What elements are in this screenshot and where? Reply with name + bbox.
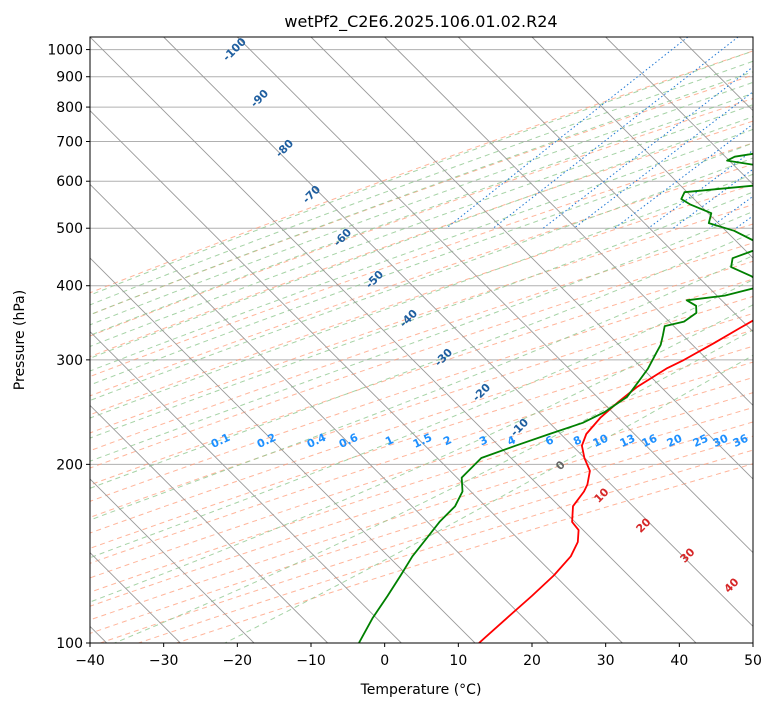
y-tick-label: 100: [56, 636, 83, 652]
y-tick-label: 500: [56, 221, 83, 237]
y-tick-label: 200: [56, 457, 83, 473]
y-tick-label: 900: [56, 70, 83, 86]
y-axis-label: Pressure (hPa): [12, 290, 28, 390]
x-axis-label: Temperature (°C): [360, 682, 482, 698]
x-tick-label: −20: [223, 653, 253, 669]
y-tick-label: 300: [56, 353, 83, 369]
x-tick-label: −30: [149, 653, 179, 669]
y-tick-label: 800: [56, 100, 83, 116]
x-tick-label: 40: [670, 653, 688, 669]
y-tick-label: 1000: [47, 43, 83, 59]
x-tick-label: 10: [449, 653, 467, 669]
x-tick-label: −40: [75, 653, 105, 669]
x-tick-label: 20: [523, 653, 541, 669]
y-tick-label: 600: [56, 174, 83, 190]
x-tick-label: 30: [597, 653, 615, 669]
x-tick-label: −10: [296, 653, 326, 669]
y-tick-label: 700: [56, 134, 83, 150]
x-tick-label: 50: [744, 653, 762, 669]
chart-title: wetPf2_C2E6.2025.106.01.02.R24: [284, 12, 557, 32]
y-tick-label: 400: [56, 279, 83, 295]
x-tick-label: 0: [380, 653, 389, 669]
